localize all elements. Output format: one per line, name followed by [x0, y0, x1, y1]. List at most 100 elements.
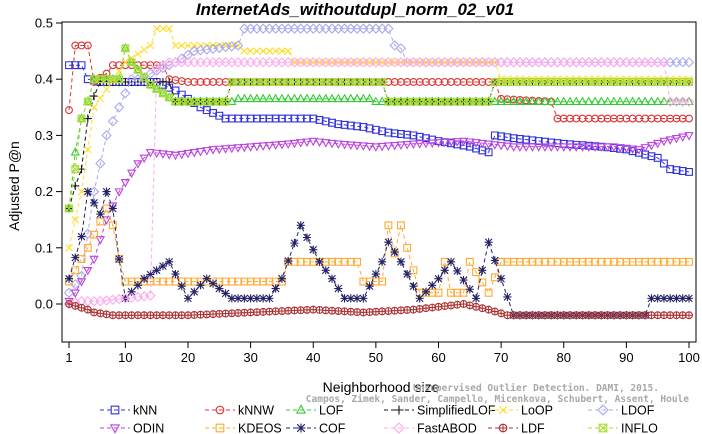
legend-label: INFLO — [621, 422, 658, 434]
data-point-kdeos — [378, 277, 387, 286]
data-point-odin — [302, 138, 312, 147]
data-point-knnw — [158, 61, 167, 70]
data-point-cof — [384, 238, 393, 247]
data-point-cof — [183, 294, 193, 303]
data-point-cof — [234, 294, 243, 303]
data-point-loop — [284, 47, 292, 55]
data-point-loop — [635, 75, 643, 83]
data-point-cof — [202, 274, 211, 283]
data-point-lof — [83, 96, 93, 105]
data-point-knn — [77, 61, 86, 70]
data-point-odin — [170, 151, 181, 161]
data-point-ldf — [685, 311, 693, 320]
data-point-kdeos — [685, 257, 693, 266]
data-point-cof — [440, 266, 449, 275]
data-point-loop — [522, 75, 530, 83]
data-point-odin — [270, 141, 281, 150]
data-point-lof — [233, 93, 243, 103]
data-point-loop — [672, 75, 681, 83]
data-point-lof — [634, 96, 644, 105]
data-point-kdeos — [396, 221, 405, 230]
data-point-lof — [377, 96, 387, 105]
y-tick-label: 0.0 — [35, 297, 53, 312]
data-point-cof — [428, 281, 437, 290]
legend-label: LDF — [521, 422, 545, 434]
data-point-cof — [133, 281, 142, 290]
data-point-lof — [296, 93, 306, 103]
data-point-loop — [610, 75, 618, 83]
data-point-odin — [609, 143, 619, 152]
data-point-cof — [659, 294, 669, 303]
data-point-lof — [321, 93, 331, 103]
data-point-odin — [415, 140, 425, 149]
data-point-inflo — [221, 97, 230, 106]
data-point-odin — [421, 139, 431, 149]
data-point-kdeos — [459, 288, 468, 297]
data-point-loop — [597, 75, 606, 83]
data-point-lof — [358, 93, 369, 103]
data-point-cof — [296, 221, 305, 230]
data-point-odin — [546, 143, 556, 152]
data-point-kdeos — [71, 266, 80, 275]
data-point-cof — [490, 256, 499, 265]
x-axis-label: Neighborhood size — [323, 379, 440, 395]
data-point-lof — [546, 96, 556, 105]
legend-item-lof: LOF — [286, 404, 344, 418]
data-point-loop — [90, 103, 98, 112]
data-point-lof — [577, 96, 588, 105]
data-point-odin — [427, 139, 437, 148]
data-point-odin — [371, 143, 381, 152]
data-point-cof — [309, 245, 318, 254]
data-point-lof — [502, 96, 513, 105]
data-point-ldof — [176, 53, 187, 64]
series-cof — [64, 187, 694, 320]
data-point-kdeos — [384, 221, 393, 230]
data-point-lof — [289, 93, 300, 103]
legend-swatch-marker — [597, 404, 609, 416]
x-tick-label: 70 — [494, 350, 508, 365]
data-point-lof — [627, 96, 638, 105]
data-point-cof — [503, 292, 512, 302]
data-point-cof — [271, 284, 280, 293]
data-point-lof — [133, 64, 143, 74]
data-point-kdeos — [390, 249, 399, 258]
data-point-cof — [77, 232, 86, 241]
data-point-odin — [665, 136, 675, 145]
data-point-loop — [240, 47, 249, 55]
data-point-loop — [534, 75, 543, 83]
data-point-cof — [378, 257, 387, 266]
data-point-ldof — [95, 158, 106, 169]
data-point-cof — [459, 276, 468, 285]
data-point-kdeos — [465, 257, 474, 266]
data-point-cof — [421, 287, 431, 296]
data-point-inflo — [121, 44, 130, 53]
data-point-cof — [71, 253, 80, 262]
data-point-knn — [484, 148, 493, 157]
data-point-knnw — [102, 69, 111, 78]
data-point-odin — [145, 148, 156, 158]
data-point-inflo — [65, 204, 73, 213]
data-point-lof — [508, 96, 519, 105]
axes: 1 10 20 30 40 50 60 70 80 90 100 0.0 0.1 0.2 0.3 0.4 0.5 — [35, 16, 700, 366]
data-point-ldf — [102, 310, 111, 319]
legend-swatch-marker — [296, 423, 306, 433]
data-point-cof — [666, 294, 675, 303]
data-point-odin — [277, 141, 287, 150]
data-point-odin — [195, 148, 206, 157]
data-point-loop — [541, 75, 549, 83]
data-point-loop — [83, 145, 92, 154]
data-point-odin — [577, 143, 588, 152]
data-point-lof — [596, 96, 606, 105]
data-point-cof — [653, 294, 662, 303]
data-point-cof — [321, 266, 330, 275]
data-point-ldf — [478, 304, 487, 313]
data-point-odin — [684, 132, 694, 141]
data-point-loop — [572, 75, 581, 83]
data-point-odin — [89, 255, 99, 265]
data-point-lof — [346, 93, 356, 103]
data-point-loop — [190, 41, 199, 50]
data-point-cof — [165, 257, 174, 266]
data-point-loop — [628, 75, 637, 83]
data-point-cof — [396, 257, 405, 266]
data-point-lof — [89, 73, 99, 83]
